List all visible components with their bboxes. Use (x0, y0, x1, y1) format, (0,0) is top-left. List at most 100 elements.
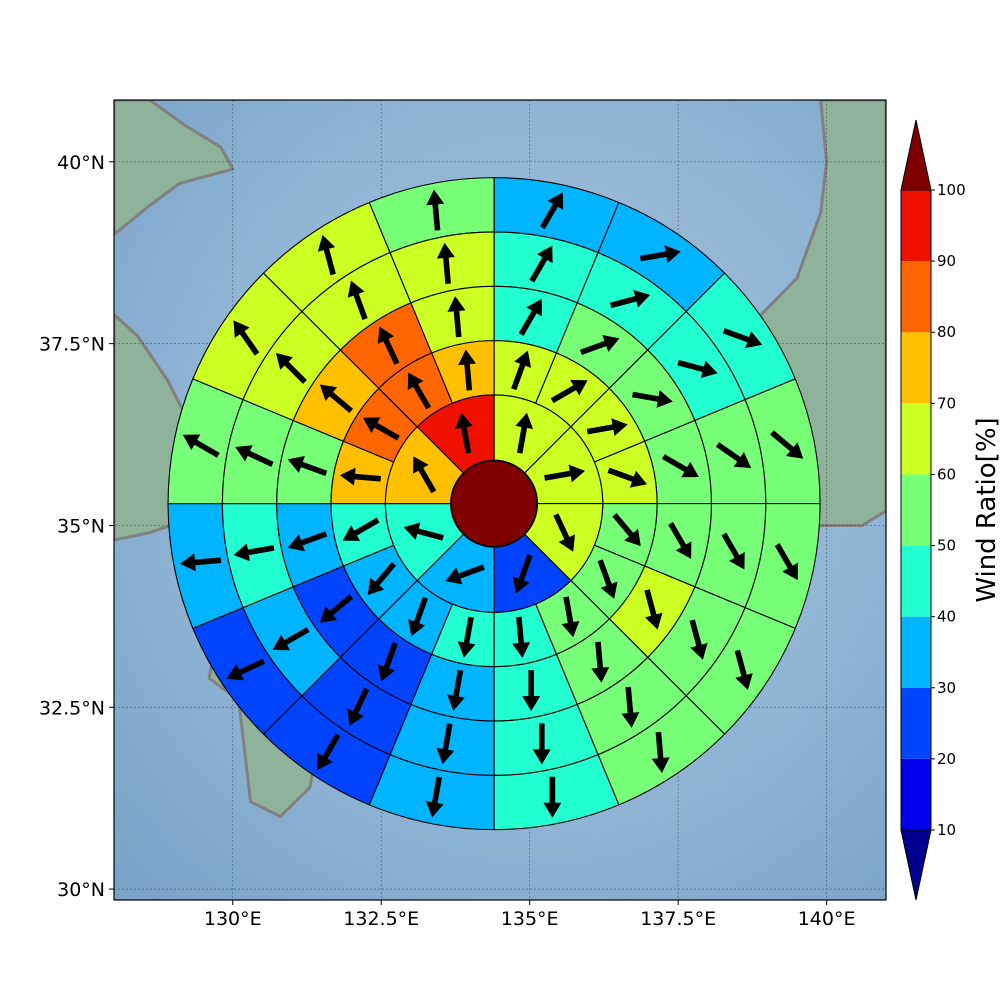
colorbar-tick-label: 50 (937, 537, 956, 555)
xtick-label: 140°E (798, 908, 856, 930)
wind-arrow (512, 554, 533, 594)
wind-arrow (579, 334, 620, 355)
ytick-label: 32.5°N (39, 697, 105, 719)
wind-arrow (518, 298, 542, 336)
wind-arrow (586, 418, 628, 437)
colorbar-band (901, 474, 931, 546)
ytick-label: 37.5°N (39, 334, 105, 356)
wind-arrow (543, 776, 562, 818)
wind-arrow (512, 616, 531, 658)
wind-arrow (317, 234, 336, 276)
colorbar-tick-label: 10 (937, 821, 956, 839)
colorbar-under-extension (900, 829, 932, 901)
wind-arrow (377, 642, 398, 682)
center-disc (450, 460, 538, 547)
colorbar: 10 20 30 40 50 60 70 80 90 100 Wind Ratio[%] (900, 119, 1000, 901)
colorbar-tick-label: 20 (937, 750, 956, 768)
wind-arrow (715, 442, 752, 468)
colorbar-tick-label: 100 (937, 181, 966, 199)
wind-arrow (721, 532, 745, 570)
wind-arrow (436, 723, 455, 765)
wind-arrow (458, 349, 477, 391)
wind-arrow (235, 445, 274, 467)
wind-arrow (722, 328, 763, 349)
wind-arrow (319, 594, 354, 623)
wind-arrow (457, 616, 476, 658)
wind-arrow (275, 352, 307, 384)
wind-arrow (233, 543, 275, 562)
wind-arrow (632, 390, 673, 408)
wind-arrow (644, 589, 663, 630)
wind-arrow (529, 245, 553, 283)
wind-arrow (522, 670, 541, 712)
sector-rings (167, 177, 821, 831)
xtick-label: 135°E (501, 908, 559, 930)
colorbar-band (901, 758, 931, 830)
colorbar-tick-label: 30 (937, 679, 956, 697)
colorbar-band (901, 332, 931, 404)
wind-arrow (607, 467, 648, 488)
wind-arrow (180, 553, 222, 572)
wind-arrow (347, 280, 368, 321)
wind-arrow (447, 669, 465, 711)
wind-arrow (447, 296, 466, 338)
wind-arrow (445, 564, 485, 585)
wind-arrow (612, 512, 641, 547)
wind-arrow (597, 559, 618, 599)
wind-arrow (342, 517, 380, 541)
wind-arrow (455, 412, 473, 454)
xtick-label: 132.5°E (343, 908, 419, 930)
wind-arrow (591, 641, 610, 683)
colorbar-tick-label: 90 (937, 252, 956, 270)
wind-arrow (774, 543, 798, 581)
wind-arrow (377, 326, 400, 365)
wind-arrow (233, 320, 260, 356)
wind-arrow (689, 619, 708, 660)
colorbar-band (901, 190, 931, 262)
wind-arrow (436, 242, 455, 284)
colorbar-band (901, 616, 931, 688)
wind-arrow (226, 658, 265, 681)
wind-arrow (539, 192, 564, 230)
xtick-label: 137.5°E (640, 908, 716, 930)
wind-arrow (621, 686, 640, 728)
wind-arrow (182, 434, 220, 458)
ytick-label: 40°N (57, 152, 105, 174)
wind-arrow (367, 561, 397, 596)
wind-arrow (511, 350, 532, 391)
xtick-label: 130°E (204, 908, 262, 930)
wind-arrow (287, 531, 328, 552)
colorbar-band (901, 687, 931, 759)
colorbar-title: Wind Ratio[%] (972, 417, 1000, 602)
wind-arrow (403, 522, 444, 541)
wind-arrow (770, 430, 804, 459)
colorbar-tick-label: 70 (937, 394, 956, 412)
colorbar-frame (900, 189, 932, 831)
wind-arrow (407, 372, 432, 410)
colorbar-tick-label: 60 (937, 465, 956, 483)
ytick-label: 35°N (57, 515, 105, 537)
wind-arrow (317, 733, 341, 771)
wind-arrow (609, 290, 651, 309)
wind-arrow (319, 384, 354, 414)
wind-arrow (639, 245, 681, 264)
axis-ticks: 130°E 132.5°E 135°E 137.5°E 140°E 30°N 32.5°N 3… (39, 152, 856, 930)
colorbar-over-extension (900, 119, 932, 191)
wind-arrow (677, 359, 718, 379)
wind-arrow (553, 513, 575, 552)
wind-arrows (180, 189, 804, 818)
wind-arrow (515, 412, 534, 454)
wind-arrow (661, 454, 699, 478)
colorbar-tick-label: 40 (937, 608, 956, 626)
map-frame (113, 99, 887, 901)
colorbar-band (901, 261, 931, 333)
wind-arrow (413, 456, 437, 494)
wind-arrow (339, 467, 381, 486)
wind-arrow (550, 379, 588, 404)
wind-arrow (426, 189, 445, 231)
wind-arrow (561, 596, 580, 638)
wind-arrow (532, 723, 551, 765)
colorbar-band (901, 545, 931, 617)
ytick-label: 30°N (57, 879, 105, 901)
